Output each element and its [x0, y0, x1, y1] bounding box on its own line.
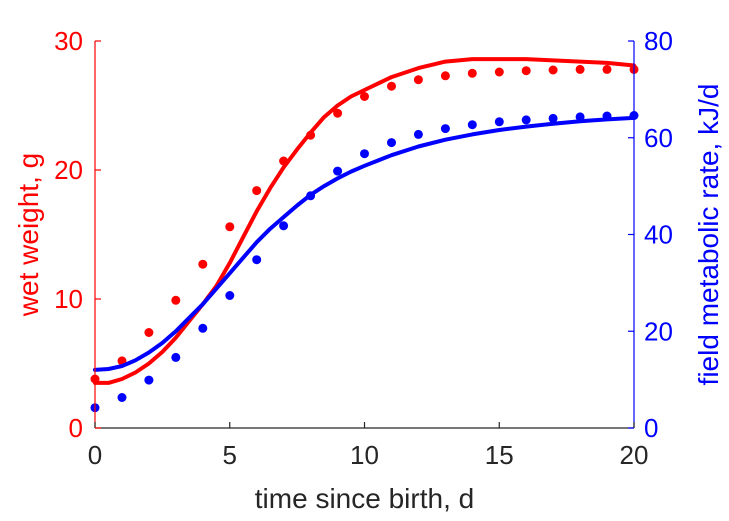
metabolic-data-point [252, 255, 262, 265]
metabolic-data-point [387, 138, 396, 148]
x-tick-label: 10 [350, 440, 379, 470]
weight-data-point [225, 222, 235, 232]
right-y-tick-label: 40 [644, 220, 673, 250]
metabolic-data-point [171, 352, 181, 362]
series-layer [90, 57, 639, 413]
weight-model-line [93, 57, 636, 385]
metabolic-data-point [225, 291, 235, 300]
x-tick-label: 5 [223, 440, 237, 470]
weight-data-point [360, 92, 369, 101]
metabolic-data-point [548, 113, 558, 123]
metabolic-data-point [440, 124, 450, 134]
right-y-tick-label: 60 [644, 123, 673, 153]
axes-layer [94, 40, 635, 429]
x-tick-label: 20 [620, 440, 649, 470]
weight-data-point [521, 66, 531, 76]
metabolic-data-point [413, 129, 423, 139]
left-y-tick-label: 10 [54, 284, 83, 314]
x-tick-label: 15 [485, 440, 514, 470]
metabolic-model-line [93, 115, 636, 372]
metabolic-data-point [198, 323, 208, 333]
metabolic-data-point [360, 149, 369, 159]
left-y-axis-label: wet weight, g [13, 153, 44, 317]
weight-data-point [413, 75, 423, 85]
metabolic-data-point [494, 117, 504, 127]
x-tick-label: 0 [88, 440, 102, 470]
right-y-tick-label: 0 [644, 413, 658, 443]
weight-data-point [144, 328, 154, 337]
weight-data-point [575, 64, 585, 74]
left-y-tick-label: 0 [69, 413, 83, 443]
right-y-tick-label: 20 [644, 316, 673, 346]
metabolic-data-point [467, 120, 477, 130]
weight-data-point [171, 295, 181, 305]
weight-data-point [602, 64, 612, 74]
metabolic-data-point [333, 166, 343, 176]
weight-data-point [252, 186, 262, 196]
x-axis-label: time since birth, d [255, 483, 474, 514]
weight-data-point [494, 67, 504, 77]
metabolic-data-point [279, 221, 289, 231]
metabolic-data-point [144, 375, 154, 385]
metabolic-data-point [117, 393, 127, 402]
left-y-tick-label: 20 [54, 155, 83, 185]
weight-data-point [467, 68, 477, 78]
weight-data-point [198, 259, 208, 269]
metabolic-data-point [521, 115, 531, 125]
weight-data-point [387, 81, 396, 91]
weight-data-point [548, 65, 558, 75]
left-y-tick-label: 30 [54, 26, 83, 56]
weight-data-point [440, 71, 450, 81]
weight-data-point [333, 108, 343, 118]
right-y-tick-label: 80 [644, 26, 673, 56]
right-y-axis-label: field metabolic rate, kJ/d [693, 84, 724, 386]
